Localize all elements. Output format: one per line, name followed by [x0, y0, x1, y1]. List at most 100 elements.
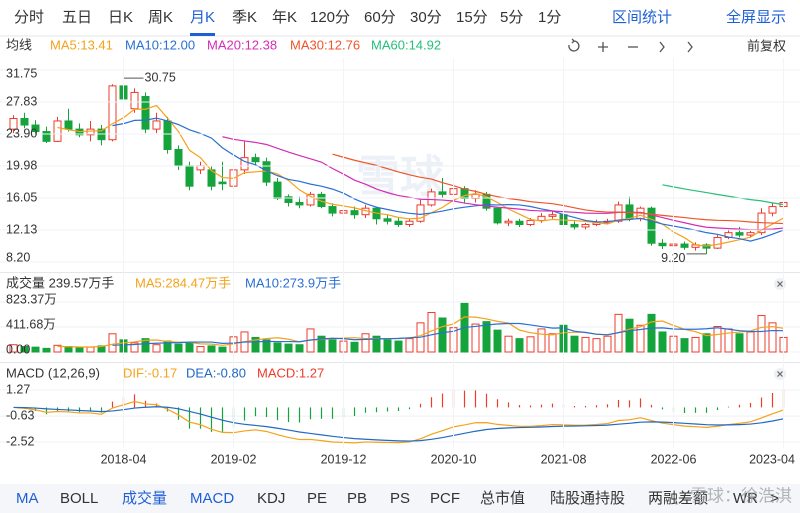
indicator-tab[interactable]: PE [307, 490, 327, 507]
zoom-in-icon[interactable] [598, 42, 608, 52]
indicator-tab[interactable]: 两融差额 [648, 490, 708, 507]
volume-bar [537, 328, 546, 353]
volume-bar [350, 341, 359, 353]
period-tab[interactable]: 日K [108, 9, 133, 26]
legend-title: 成交量 239.57万手 [6, 275, 114, 290]
volume-bar [636, 324, 645, 353]
adjust-button[interactable]: 前复权 [747, 38, 786, 53]
indicator-tab[interactable]: 陆股通持股 [550, 490, 625, 507]
y-tick-label: 411.68万 [6, 317, 56, 331]
close-icon [777, 281, 783, 287]
y-tick-label: -2.52 [6, 434, 35, 448]
indicator-tab[interactable]: WR [733, 490, 758, 507]
indicator-tab[interactable]: BOLL [60, 490, 98, 507]
indicator-tab[interactable]: KDJ [257, 490, 285, 507]
volume-bar [548, 333, 557, 353]
candle-body [53, 120, 62, 142]
candle-body [526, 219, 535, 225]
indicator-tab[interactable]: PS [390, 490, 410, 507]
candle-body [768, 206, 777, 214]
volume-bar [86, 346, 95, 353]
period-tab[interactable]: 60分 [364, 9, 396, 26]
volume-bar [482, 321, 491, 353]
last-icon[interactable] [687, 41, 693, 53]
period-tab[interactable]: 5分 [500, 9, 523, 26]
candle-body [493, 207, 502, 224]
y-tick-label: 823.37万 [6, 292, 57, 306]
candle-body [152, 120, 161, 130]
indicator-tab[interactable]: PB [347, 490, 367, 507]
volume-bar [526, 336, 535, 353]
period-tab[interactable]: 1分 [538, 9, 561, 26]
y-tick-label: 0.00 [6, 342, 30, 356]
range-stats-button[interactable]: 区间统计 [612, 9, 672, 26]
candle-body [174, 148, 183, 167]
indicator-tab[interactable]: 总市值 [480, 490, 525, 507]
volume-bar [394, 340, 403, 353]
legend-title: MACD (12,26,9) [6, 365, 100, 380]
reset-icon[interactable] [568, 38, 580, 52]
volume-bar [273, 342, 282, 353]
candle-body [31, 124, 40, 133]
tab-underline [190, 33, 216, 36]
toolbar-icons [568, 38, 693, 53]
indicator-tab[interactable]: 成交量 [122, 489, 167, 507]
volume-bar [746, 331, 755, 353]
period-tab[interactable]: 月K [190, 9, 215, 26]
candle-body [163, 120, 172, 150]
candle-body [185, 165, 194, 187]
candle-body [42, 131, 51, 142]
period-tab[interactable]: 分时 [14, 9, 44, 26]
period-tab[interactable]: 30分 [410, 9, 442, 26]
candle-body [680, 243, 689, 248]
candle-body [548, 214, 557, 217]
indicator-tab[interactable]: > [770, 490, 779, 507]
y-tick-label: 31.75 [6, 66, 37, 80]
period-tab[interactable]: 季K [232, 9, 257, 26]
period-tab[interactable]: 年K [272, 9, 297, 26]
volume-bar [9, 344, 18, 353]
candle-body [581, 223, 590, 228]
candle-body [537, 215, 546, 221]
volume-bar [141, 338, 150, 353]
indicator-tab[interactable]: MA [16, 490, 39, 507]
volume-ma-line [112, 322, 784, 346]
candle-body [108, 85, 117, 141]
volume-bar [31, 346, 40, 353]
next-icon[interactable] [659, 41, 665, 53]
legend-entry: MA5:13.41 [50, 37, 113, 52]
volume-bar [185, 342, 194, 353]
ma-line [112, 117, 784, 242]
fullscreen-button[interactable]: 全屏显示 [726, 8, 786, 26]
candle-body [504, 220, 513, 224]
indicator-tab[interactable]: MACD [190, 490, 234, 507]
volume-bar [383, 339, 392, 353]
volume-bar [471, 323, 480, 353]
volume-bar [361, 333, 370, 353]
x-tick-label: 2019-02 [211, 452, 257, 466]
volume-bar [108, 333, 117, 353]
period-tab[interactable]: 120分 [310, 9, 350, 26]
y-tick-label: 1.27 [6, 382, 30, 396]
period-tab[interactable]: 15分 [456, 9, 488, 26]
volume-bar [405, 338, 414, 353]
volume-bar [515, 338, 524, 353]
period-tab[interactable]: 周K [148, 9, 173, 26]
ma-line [332, 153, 784, 225]
y-tick-label: -0.63 [6, 408, 35, 422]
candle-body [350, 210, 359, 216]
candle-body [328, 206, 337, 214]
macd-panel [0, 389, 800, 444]
legend-entry: MA5:284.47万手 [135, 275, 231, 290]
indicator-tab[interactable]: PCF [430, 490, 460, 507]
volume-bar [691, 336, 700, 353]
legend-entry: MA20:12.38 [207, 37, 277, 52]
volume-bar [75, 347, 84, 353]
volume-bar [713, 325, 722, 353]
period-tab[interactable]: 五日 [62, 9, 92, 26]
volume-bar [174, 343, 183, 353]
x-tick-label: 2023-04 [749, 452, 795, 466]
volume-bar [702, 333, 711, 353]
volume-bar [207, 345, 216, 353]
